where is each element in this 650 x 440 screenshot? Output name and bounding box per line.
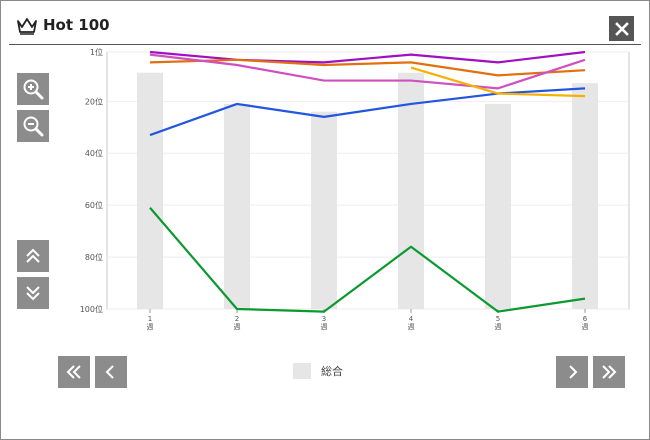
- double-chevron-up-icon: [26, 248, 40, 263]
- legend-swatch-overall: [293, 363, 311, 379]
- dialog-header: Hot 100: [0, 0, 650, 45]
- scroll-up-button[interactable]: [17, 240, 49, 272]
- next-page-button[interactable]: [556, 356, 588, 388]
- double-chevron-left-icon: [66, 365, 81, 379]
- chevron-left-icon: [105, 365, 114, 379]
- chart-legend: 総合: [293, 363, 343, 379]
- zoom-in-button[interactable]: [17, 73, 49, 105]
- close-icon: [614, 21, 629, 36]
- double-chevron-right-icon: [602, 365, 617, 379]
- dialog-title: Hot 100: [43, 16, 110, 34]
- prev-page-button[interactable]: [95, 356, 127, 388]
- first-page-button[interactable]: [58, 356, 90, 388]
- zoom-in-icon: [23, 79, 44, 100]
- crown-icon: [17, 18, 37, 35]
- chevron-right-icon: [569, 365, 578, 379]
- close-button[interactable]: [609, 16, 634, 41]
- zoom-out-icon: [23, 116, 44, 137]
- header-divider: [9, 44, 641, 45]
- zoom-out-button[interactable]: [17, 110, 49, 142]
- double-chevron-down-icon: [26, 286, 40, 301]
- last-page-button[interactable]: [593, 356, 625, 388]
- scroll-down-button[interactable]: [17, 277, 49, 309]
- legend-label-overall: 総合: [321, 365, 343, 378]
